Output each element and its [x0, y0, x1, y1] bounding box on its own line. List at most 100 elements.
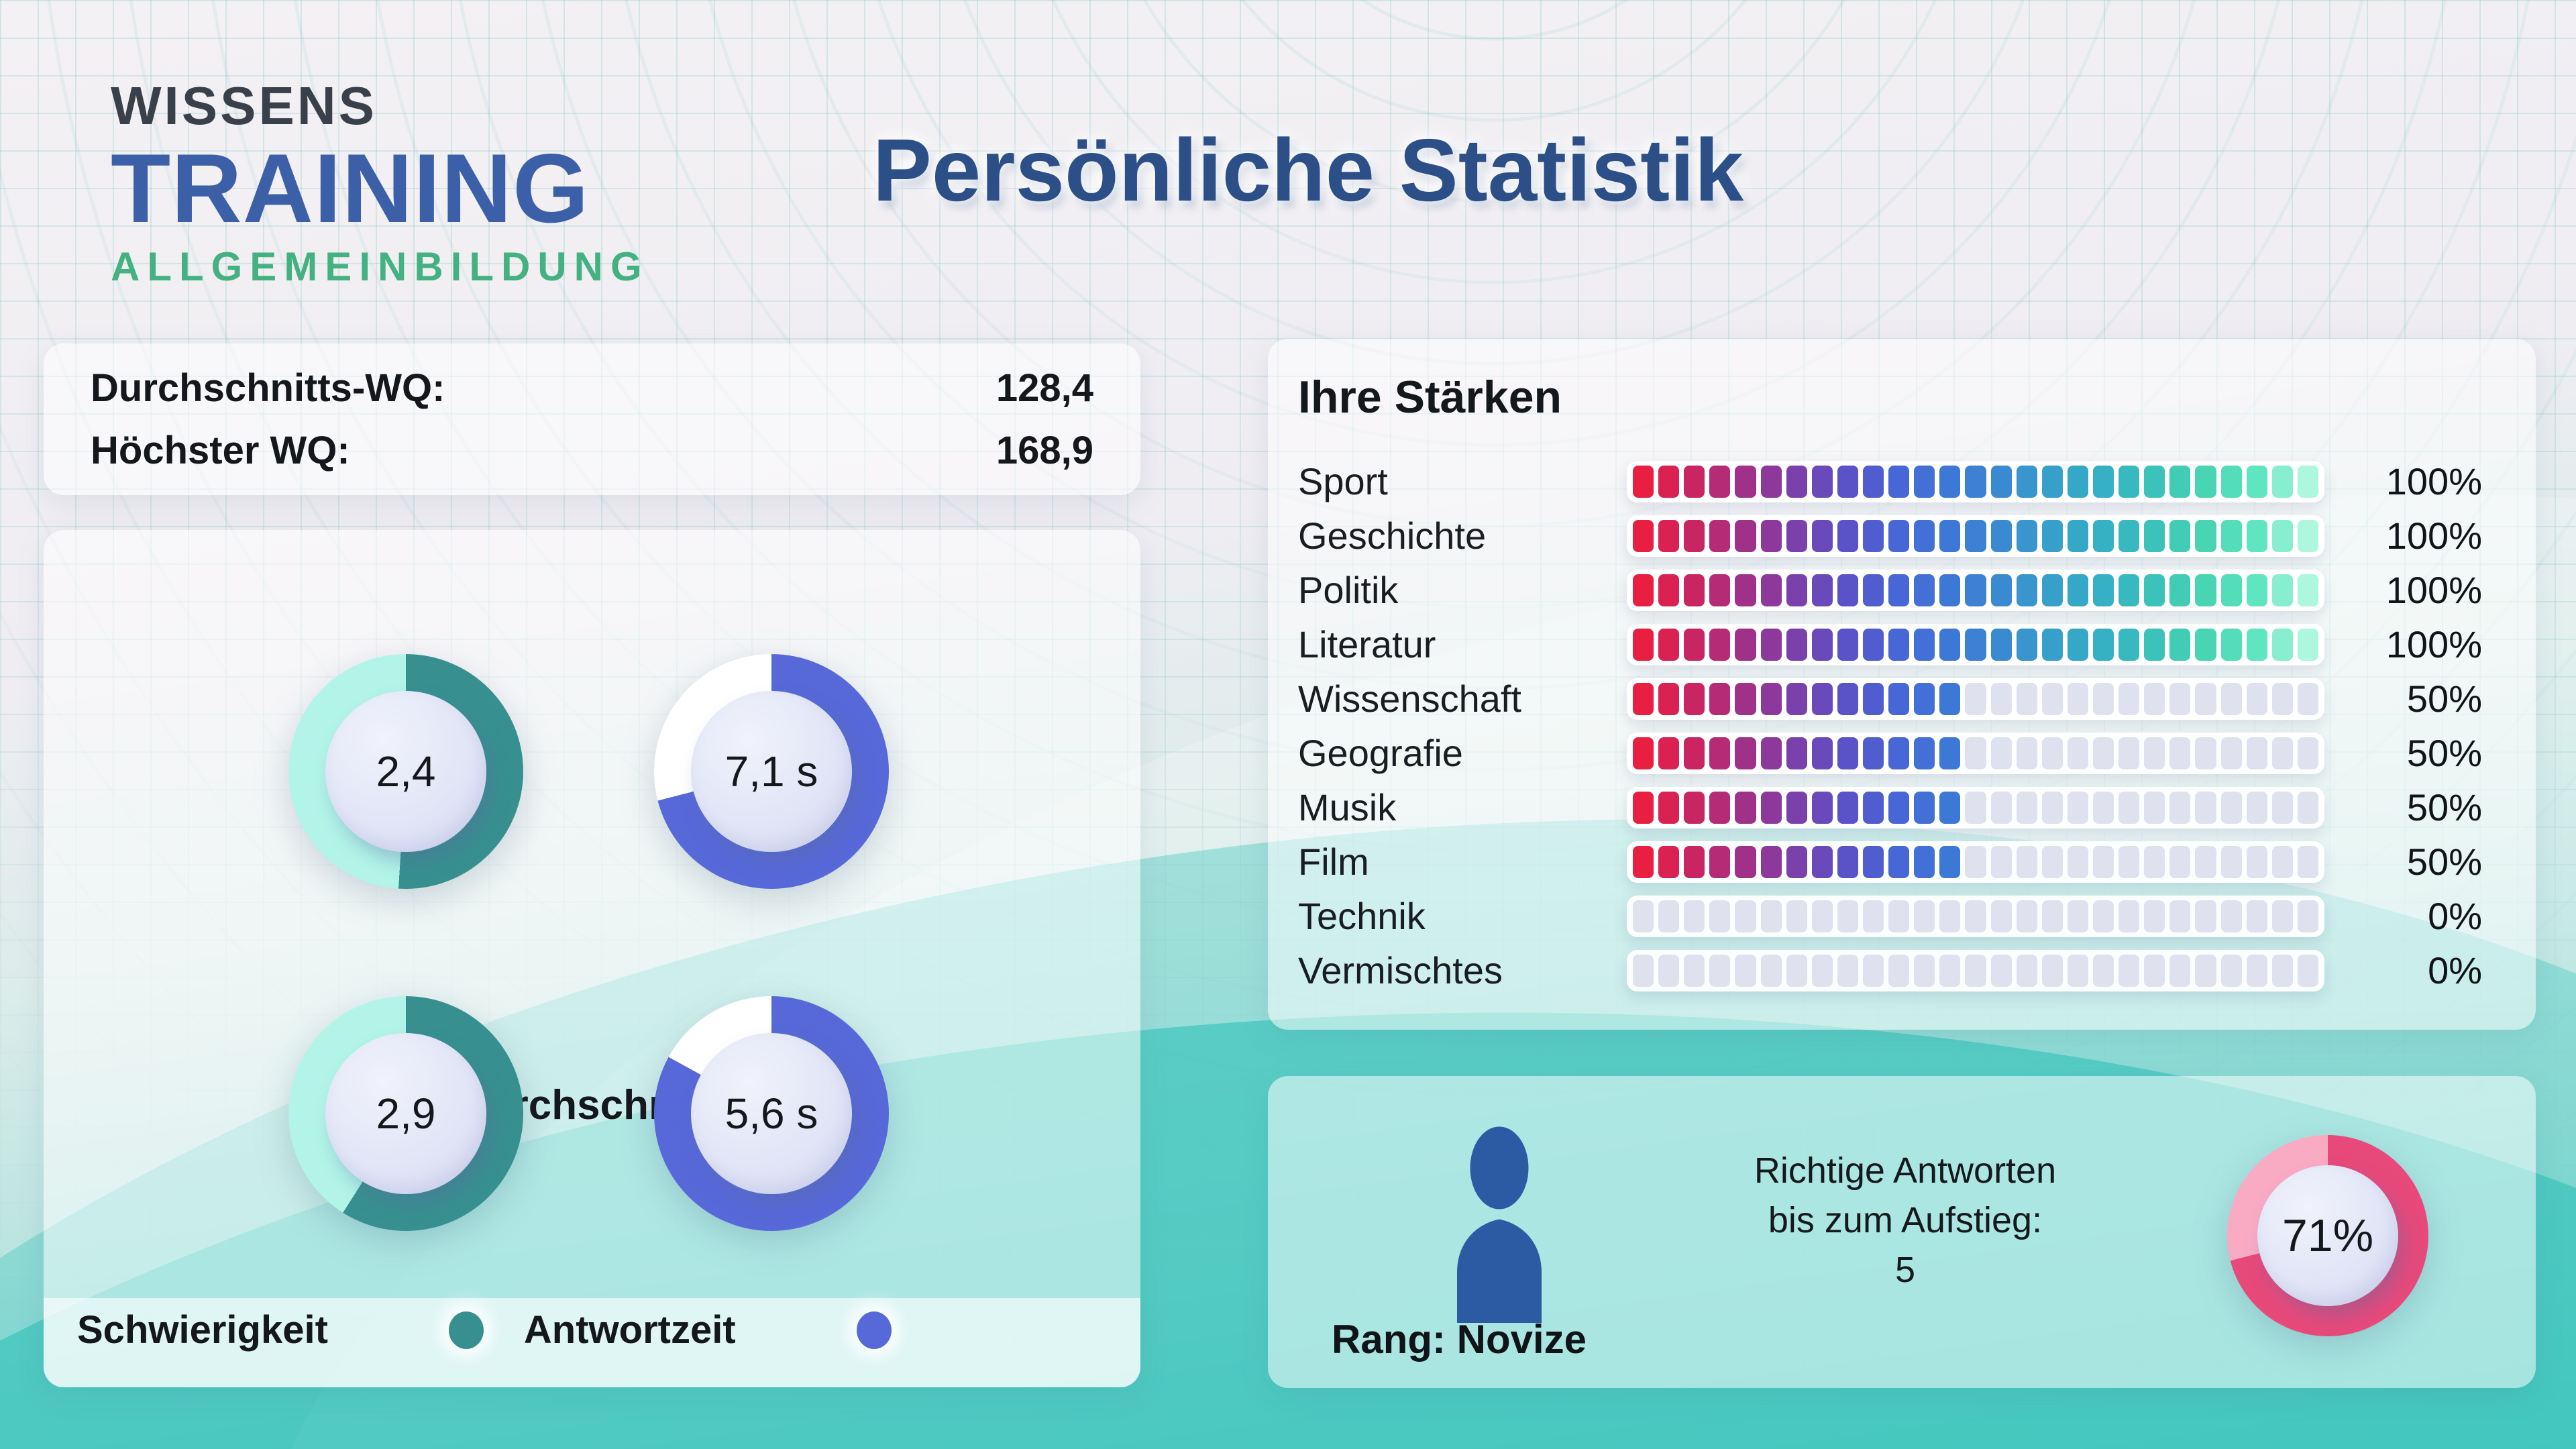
bar-segment-empty	[2195, 845, 2216, 878]
bar-segment-filled	[2169, 465, 2191, 498]
bar-segment-filled	[1684, 791, 1705, 824]
bar-segment-filled	[2169, 574, 2191, 606]
bar-segment-filled	[2016, 574, 2037, 606]
bar-segment-empty	[2271, 682, 2293, 715]
bar-segment-filled	[1990, 519, 2012, 552]
strength-segmented-bar	[1627, 786, 2324, 828]
bar-segment-empty	[1939, 900, 1961, 932]
bar-segment-empty	[2246, 737, 2267, 769]
bar-segment-filled	[1837, 791, 1858, 824]
bar-segment-empty	[1862, 954, 1884, 987]
strength-category-label: Geografie	[1298, 732, 1463, 774]
bar-segment-empty	[1658, 954, 1680, 987]
strength-segmented-bar	[1627, 515, 2324, 557]
bar-segment-filled	[1990, 465, 2012, 498]
bar-segment-empty	[2016, 900, 2037, 932]
highest-wq-value: 168,9	[996, 429, 1093, 473]
bar-segment-filled	[2092, 519, 2114, 552]
bar-segment-filled	[1735, 465, 1756, 498]
bar-segment-filled	[1633, 628, 1654, 661]
strength-segmented-bar	[1627, 623, 2324, 665]
rank-label: Rang: Novize	[1332, 1317, 1587, 1362]
bar-segment-filled	[1837, 682, 1858, 715]
bar-segment-empty	[2092, 845, 2114, 878]
donut-gauge-avg-answer-time: 7,1 s	[654, 654, 889, 889]
bar-segment-empty	[1760, 900, 1782, 932]
bar-segment-empty	[2118, 791, 2140, 824]
bar-segment-filled	[2195, 628, 2216, 661]
bar-segment-filled	[2297, 465, 2318, 498]
bar-segment-filled	[1811, 519, 1833, 552]
bar-segment-filled	[1862, 845, 1884, 878]
bar-segment-empty	[2195, 682, 2216, 715]
bar-segment-empty	[2041, 900, 2063, 932]
bar-segment-filled	[1837, 519, 1858, 552]
strength-category-label: Film	[1298, 841, 1369, 883]
logo-line-training: TRAINING	[111, 133, 590, 243]
bar-segment-filled	[1939, 845, 1961, 878]
bar-segment-filled	[1684, 519, 1705, 552]
bar-segment-filled	[1709, 845, 1731, 878]
legend-color-dot	[856, 1311, 892, 1349]
legend-item-difficulty: Schwierigkeit	[77, 1307, 524, 1352]
bar-segment-filled	[1837, 574, 1858, 606]
bar-segment-filled	[1658, 737, 1680, 769]
bar-segment-filled	[1862, 791, 1884, 824]
bar-segment-empty	[1811, 954, 1833, 987]
bar-segment-empty	[2297, 954, 2318, 987]
bar-segment-empty	[1862, 900, 1884, 932]
bar-segment-filled	[1811, 737, 1833, 769]
strength-row-technik: Technik 0%	[1298, 889, 2482, 943]
bar-segment-empty	[1760, 954, 1782, 987]
wq-summary-panel: Durchschnitts-WQ: 128,4 Höchster WQ: 168…	[44, 343, 1140, 495]
bar-segment-filled	[1811, 465, 1833, 498]
bar-segment-empty	[1965, 954, 1986, 987]
bar-segment-filled	[2144, 519, 2165, 552]
bar-segment-empty	[2041, 791, 2063, 824]
bar-segment-empty	[2067, 682, 2088, 715]
bar-segment-filled	[1862, 737, 1884, 769]
bar-segment-filled	[1709, 791, 1731, 824]
bar-segment-empty	[2118, 737, 2140, 769]
bar-segment-filled	[1684, 465, 1705, 498]
bar-segment-filled	[1837, 465, 1858, 498]
strength-percentage: 100%	[2385, 569, 2482, 611]
bar-segment-filled	[1735, 737, 1756, 769]
bar-segment-filled	[1837, 628, 1858, 661]
bar-segment-filled	[1888, 682, 1910, 715]
bar-segment-filled	[1888, 737, 1910, 769]
bar-segment-empty	[2271, 954, 2293, 987]
strength-segmented-bar	[1627, 678, 2324, 720]
donut-value: 71%	[2282, 1210, 2374, 1261]
strength-row-vermischtes: Vermischtes 0%	[1298, 943, 2482, 998]
bar-segment-filled	[1939, 737, 1961, 769]
bar-segment-filled	[2016, 628, 2037, 661]
strength-percentage: 100%	[2385, 623, 2482, 665]
bar-segment-filled	[2297, 519, 2318, 552]
strength-percentage: 0%	[2428, 949, 2482, 991]
bar-segment-filled	[1786, 791, 1807, 824]
bar-segment-empty	[1837, 900, 1858, 932]
promotion-info-value: 5	[1894, 1250, 1916, 1290]
bar-segment-empty	[1684, 900, 1705, 932]
strength-segmented-bar	[1627, 460, 2324, 502]
bar-segment-filled	[1914, 845, 1935, 878]
bar-segment-filled	[1914, 628, 1935, 661]
bar-segment-filled	[2041, 519, 2063, 552]
bar-segment-filled	[1837, 737, 1858, 769]
bar-segment-empty	[1990, 845, 2012, 878]
bar-segment-empty	[2067, 791, 2088, 824]
strength-row-geografie: Geografie 50%	[1298, 726, 2482, 780]
bar-segment-empty	[2220, 791, 2242, 824]
bar-segment-filled	[1735, 791, 1756, 824]
strength-segmented-bar	[1627, 569, 2324, 611]
bar-segment-filled	[1684, 845, 1705, 878]
bar-segment-filled	[2220, 574, 2242, 606]
bar-segment-empty	[1709, 900, 1731, 932]
strength-row-sport: Sport 100%	[1298, 454, 2482, 508]
bar-segment-filled	[1914, 465, 1935, 498]
legend-item-answer-time: Antwortzeit	[524, 1307, 892, 1352]
bar-segment-filled	[1658, 628, 1680, 661]
bar-segment-filled	[2041, 628, 2063, 661]
bar-segment-empty	[1735, 900, 1756, 932]
